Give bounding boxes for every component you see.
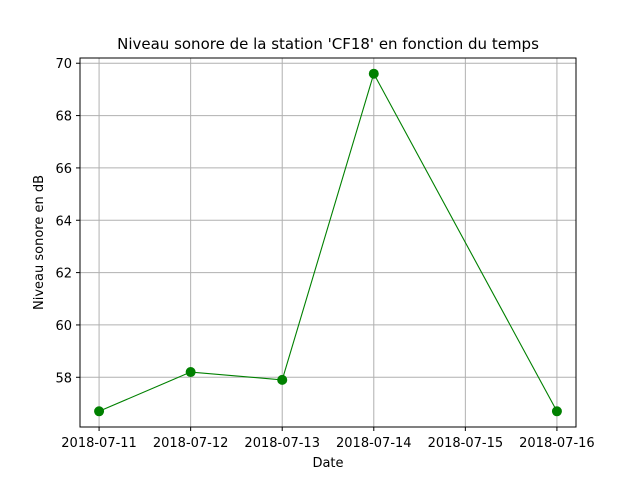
data-point — [94, 406, 105, 417]
series-layer — [94, 68, 562, 417]
chart-title: Niveau sonore de la station 'CF18' en fo… — [117, 35, 539, 53]
y-tick-label: 58 — [55, 371, 72, 386]
x-tick-label: 2018-07-15 — [428, 436, 504, 451]
x-tick-label: 2018-07-11 — [61, 436, 137, 451]
y-tick-label: 60 — [55, 319, 72, 334]
y-tick-label: 64 — [55, 214, 72, 229]
plot-frame — [79, 57, 577, 428]
y-tick-label: 66 — [55, 162, 72, 177]
x-tick-label: 2018-07-13 — [244, 436, 320, 451]
grid-lines — [80, 58, 576, 427]
y-axis-label: Niveau sonore en dB — [32, 175, 47, 310]
data-point — [185, 367, 196, 378]
x-tick-label: 2018-07-16 — [519, 436, 595, 451]
y-tick-label: 68 — [55, 110, 72, 125]
data-point — [368, 68, 379, 79]
data-point — [551, 406, 562, 417]
y-tick-label: 62 — [55, 267, 72, 282]
x-axis-label: Date — [312, 456, 343, 471]
x-tick-label: 2018-07-12 — [153, 436, 229, 451]
axis-ticks: 2018-07-11 2018-07-12 2018-07-13 2018-07-14… — [55, 57, 594, 451]
y-tick-label: 70 — [55, 57, 72, 72]
x-tick-label: 2018-07-14 — [336, 436, 412, 451]
data-point — [277, 374, 288, 385]
